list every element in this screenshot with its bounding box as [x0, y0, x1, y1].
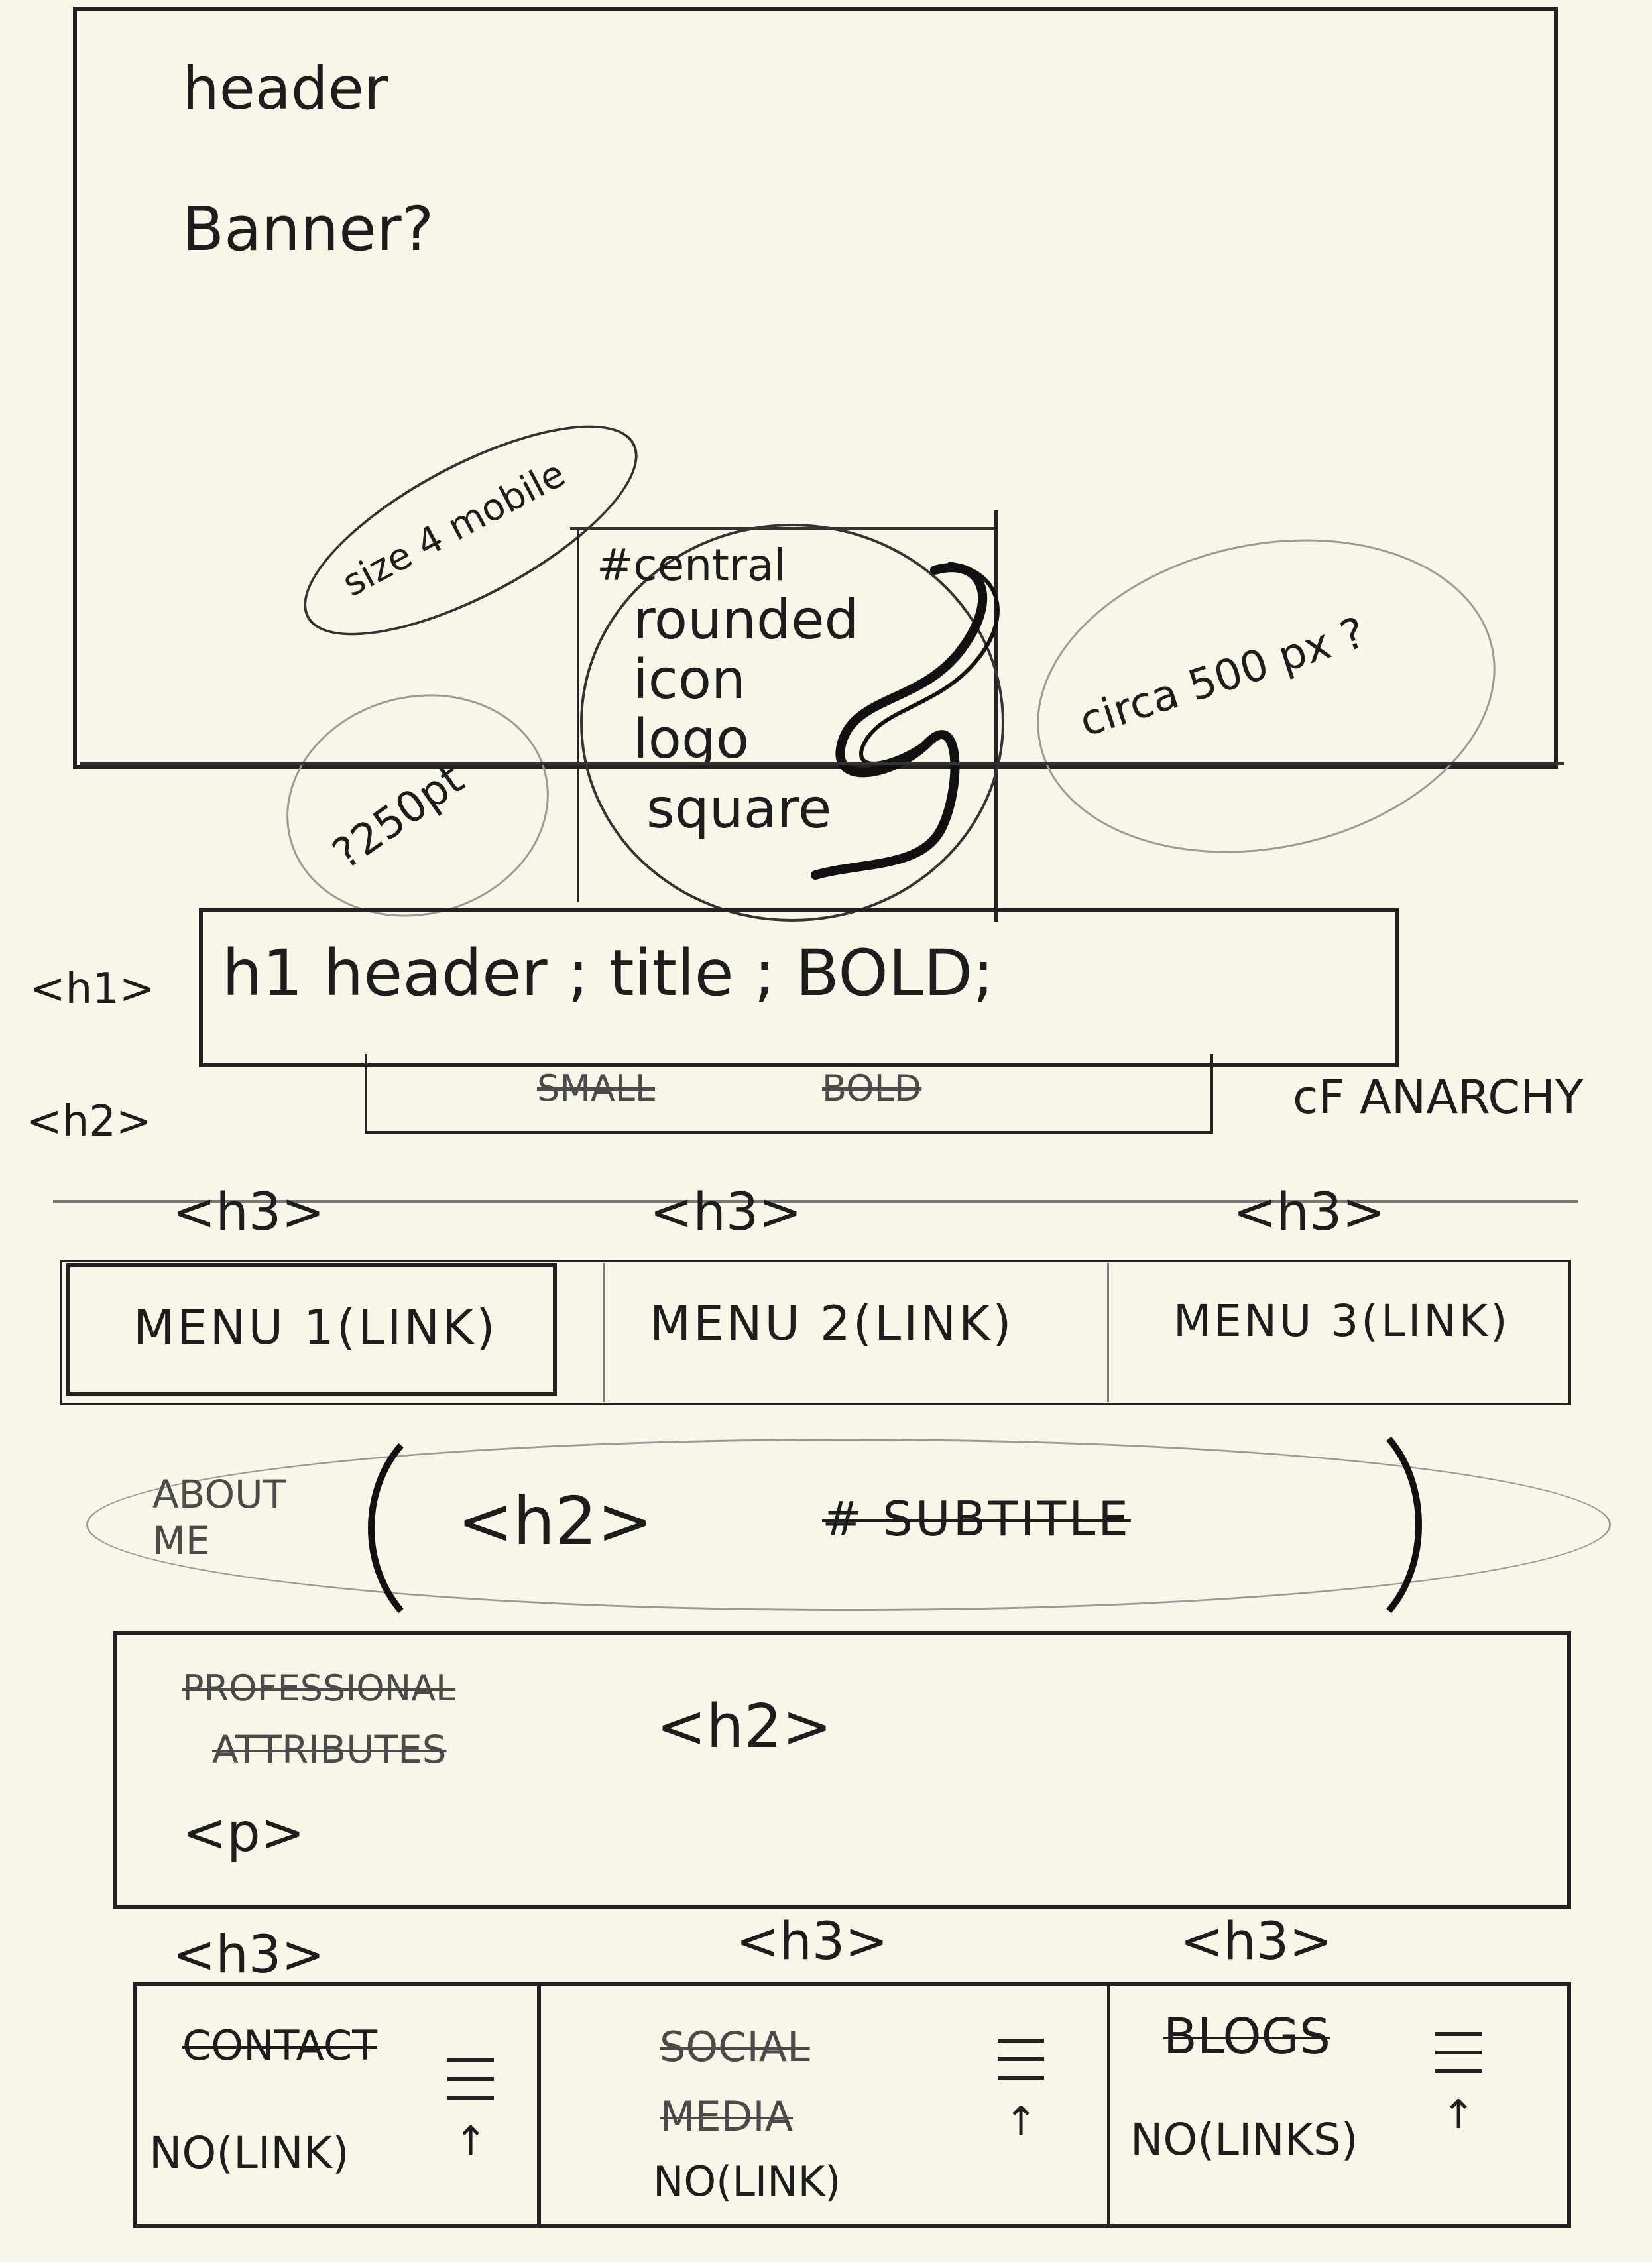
footer-box: [133, 1982, 1571, 2228]
logo-text-1: rounded: [633, 589, 859, 652]
footer-contact-arrow-up-icon: ↑: [454, 2118, 488, 2165]
about-h2-tag: <h2>: [457, 1482, 653, 1560]
footer-blogs-title: BLOGS: [1163, 2008, 1330, 2065]
note-anarchy: cF ANARCHY: [1293, 1070, 1584, 1124]
h2-tag: <h2>: [27, 1097, 152, 1146]
menu-item-3-label[interactable]: MENU 3(LINK): [1173, 1295, 1510, 1346]
footer-h3-tag-2: <h3>: [1180, 1912, 1332, 1972]
logo-text-3: logo: [633, 708, 750, 771]
footer-divider-2: [1107, 1982, 1110, 2228]
menu-item-2[interactable]: MENU 2(LINK): [603, 1263, 1107, 1396]
footer-col-social: SOCIAL MEDIA NO(LINK) ↑: [540, 1986, 1104, 2224]
menu-h3-tag-2: <h3>: [1233, 1183, 1386, 1242]
logo-text-4: square: [646, 778, 832, 841]
logo-text-0: #central: [597, 540, 786, 591]
h2-struck-bold: BOLD: [822, 1067, 922, 1109]
professional-p-tag: <p>: [182, 1802, 305, 1864]
about-bracket-left: [368, 1443, 404, 1614]
footer-blogs-note: NO(LINKS): [1130, 2114, 1358, 2165]
footer-blogs-arrow-up-icon: ↑: [1442, 2092, 1476, 2138]
footer-contact-menu-icon: [447, 2058, 494, 2114]
professional-box: [113, 1631, 1571, 1909]
footer-col-contact: CONTACT NO(LINK) ↑: [136, 1986, 534, 2224]
h2-struck-small: SMALL: [537, 1067, 655, 1109]
banner-label: Banner?: [182, 194, 434, 265]
menu-h3-tag-0: <h3>: [172, 1183, 325, 1242]
logo-circle: [580, 524, 1004, 922]
menu-h3-tag-1: <h3>: [650, 1183, 802, 1242]
menu-item-2-label[interactable]: MENU 2(LINK): [650, 1295, 1014, 1351]
menu-divider-1: [603, 1263, 605, 1402]
menu-item-3[interactable]: MENU 3(LINK): [1107, 1263, 1571, 1396]
footer-social-arrow-up-icon: ↑: [1004, 2098, 1038, 2145]
menu-top-rule: [53, 1200, 1578, 1203]
about-bracket-right: [1386, 1436, 1422, 1614]
menu-bar: [60, 1260, 1571, 1405]
logo-left-edge: [577, 530, 579, 902]
footer-social-note: NO(LINK): [653, 2157, 841, 2206]
footer-col-blogs: BLOGS NO(LINKS) ↑: [1110, 1986, 1568, 2224]
logo-text-2: icon: [633, 648, 746, 711]
menu-divider-2: [1107, 1263, 1109, 1402]
h2-box: [365, 1054, 1213, 1134]
footer-blogs-menu-icon: [1435, 2032, 1482, 2088]
footer-social-menu-icon: [998, 2039, 1044, 2094]
h1-tag: <h1>: [30, 965, 155, 1014]
header-label: header: [182, 54, 388, 123]
footer-social-title: SOCIAL MEDIA: [660, 2023, 810, 2141]
menu-item-1-label[interactable]: MENU 1(LINK): [133, 1299, 498, 1355]
professional-label-2: ATTRIBUTES: [212, 1727, 447, 1772]
about-ellipse: [86, 1439, 1611, 1611]
professional-h2-tag: <h2>: [656, 1692, 833, 1761]
footer-divider-1: [537, 1982, 541, 2228]
about-label: ABOUT ME: [152, 1472, 286, 1563]
about-subtitle: # SUBTITLE: [822, 1491, 1131, 1547]
footer-h3-tag-1: <h3>: [736, 1912, 888, 1972]
footer-contact-title: CONTACT: [182, 2021, 378, 2070]
menu-item-1[interactable]: MENU 1(LINK): [66, 1263, 557, 1396]
professional-label-1: PROFESSIONAL: [182, 1667, 456, 1709]
footer-contact-note: NO(LINK): [149, 2127, 349, 2178]
footer-h3-tag-0: <h3>: [172, 1925, 325, 1985]
h1-box: [199, 908, 1399, 1067]
h1-top-rule: [80, 762, 1564, 765]
h1-text: h1 header ; title ; BOLD;: [222, 936, 994, 1010]
